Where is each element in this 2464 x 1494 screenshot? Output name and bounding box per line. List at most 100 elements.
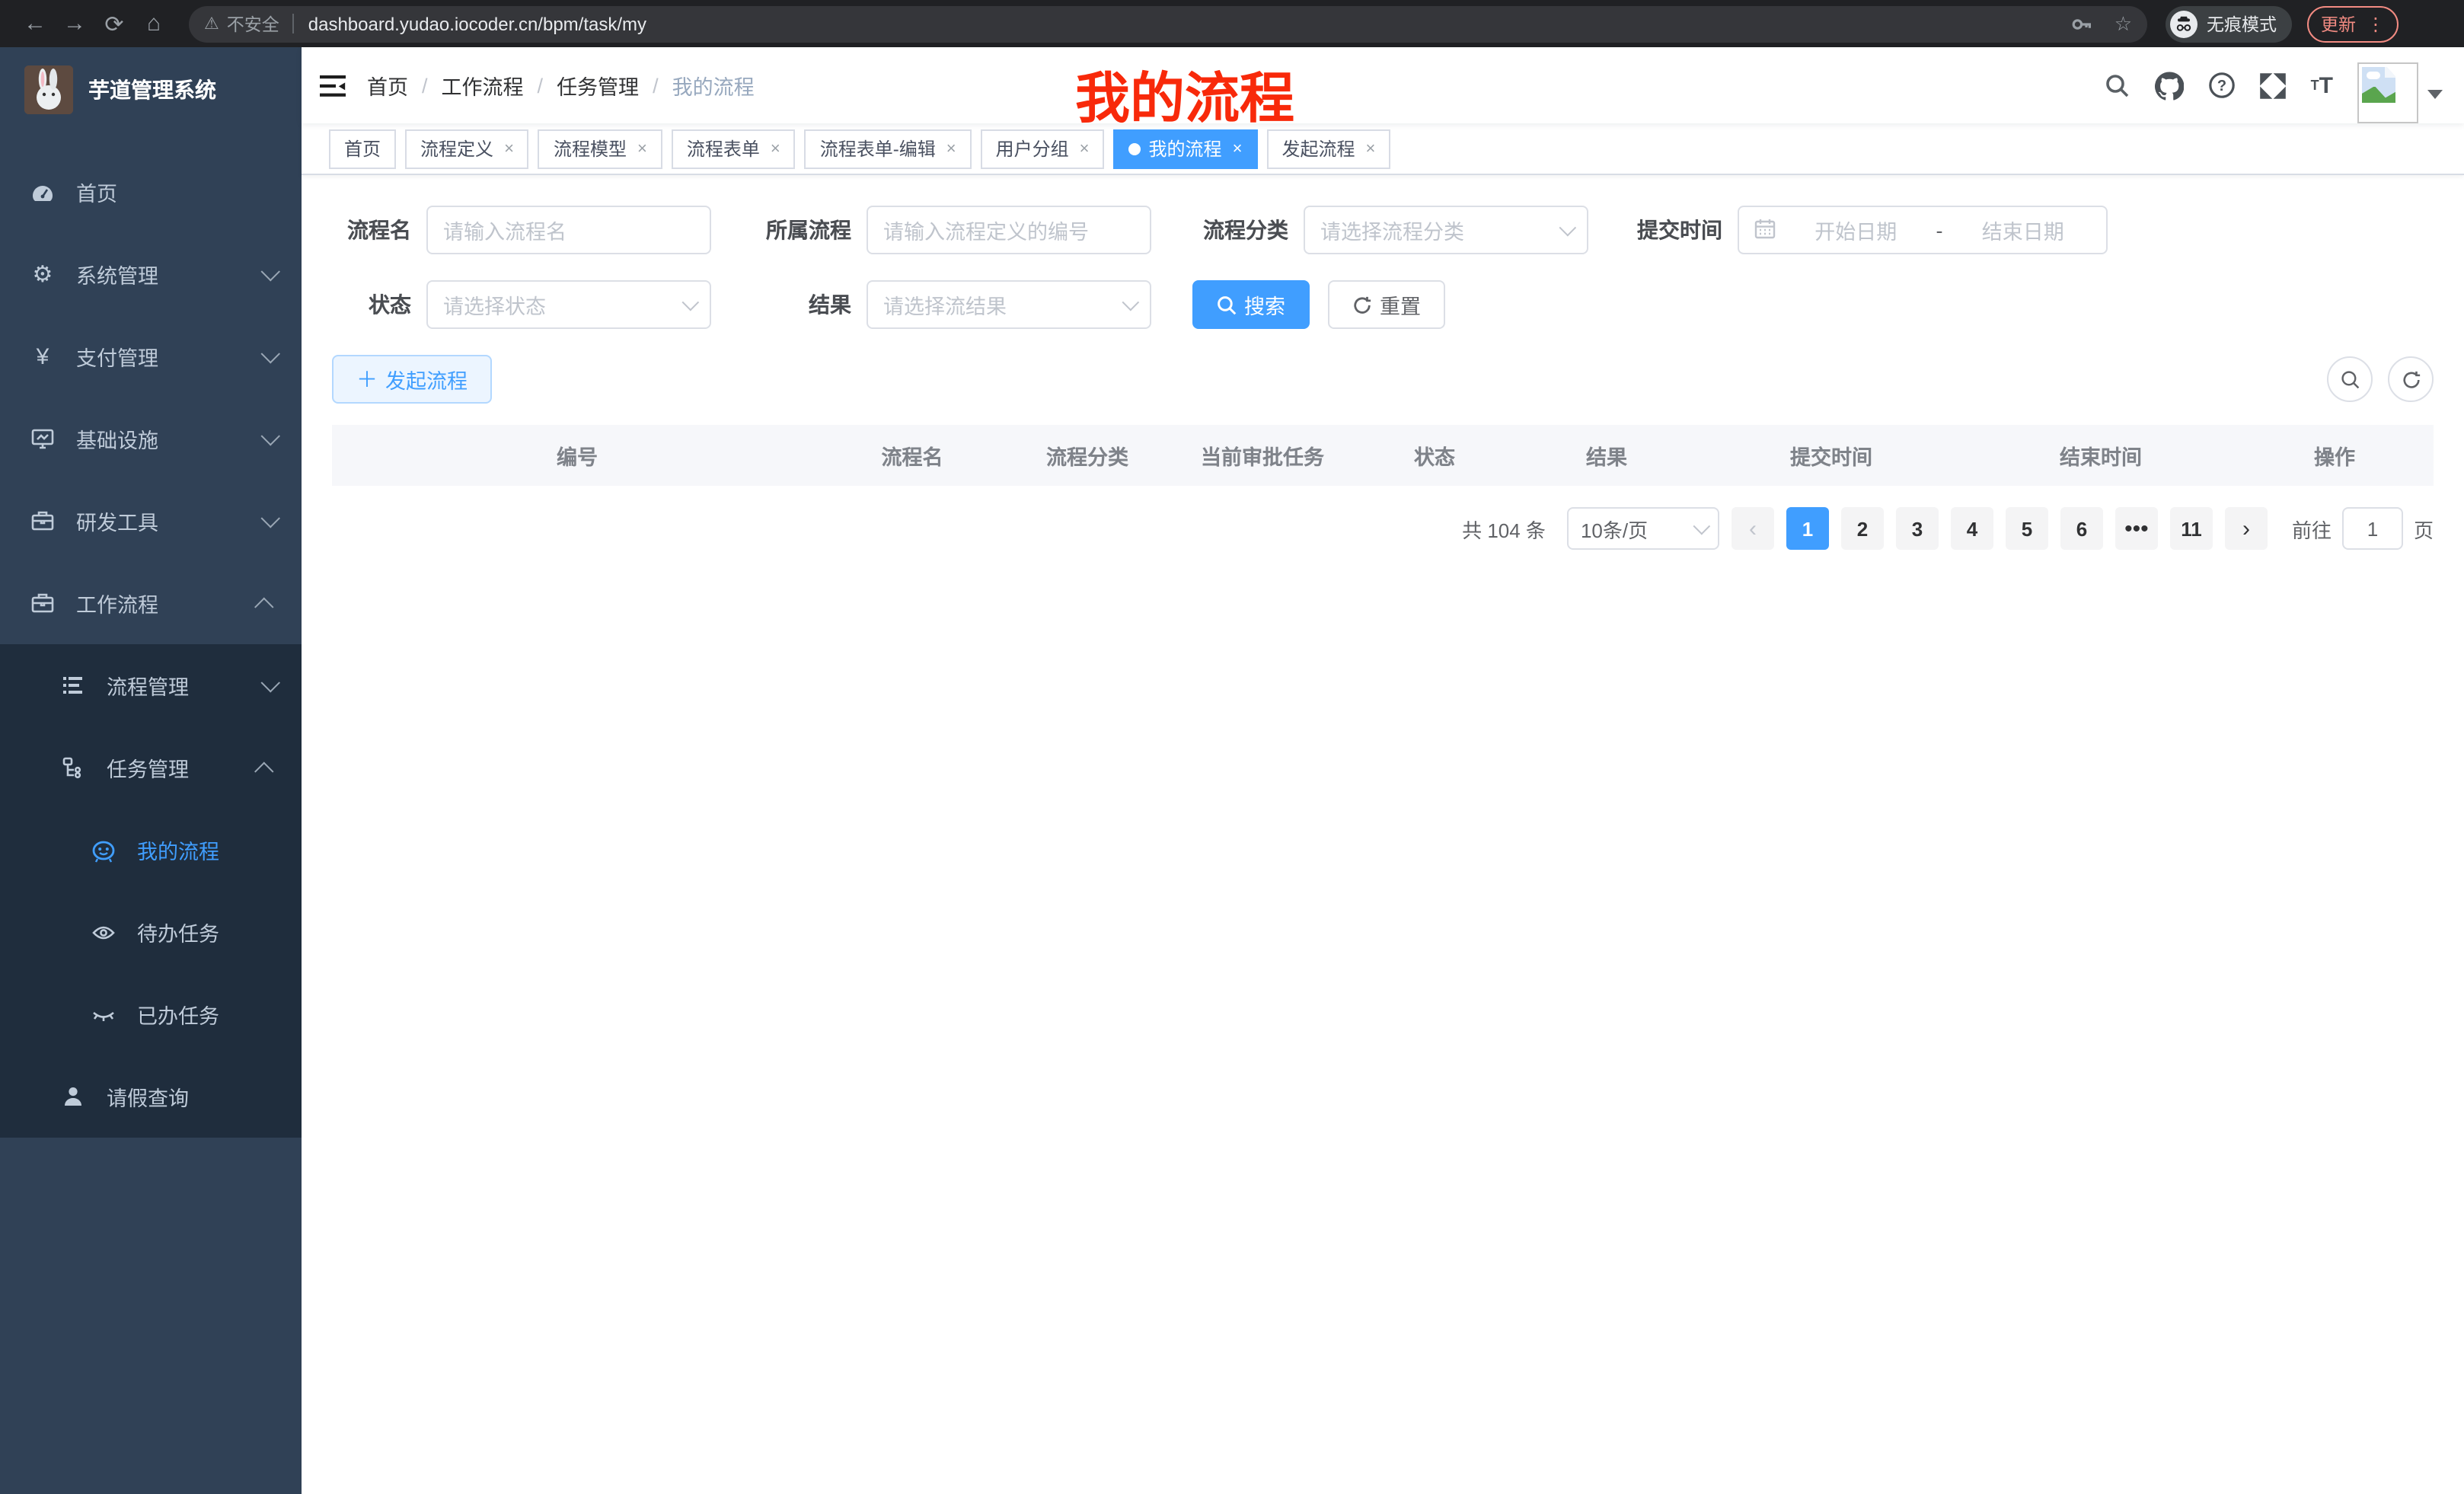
sidebar-fold-icon[interactable] — [320, 74, 346, 97]
page-button-11[interactable]: 11 — [2169, 507, 2213, 550]
tab-close-icon[interactable]: × — [946, 139, 956, 158]
page-button-6[interactable]: 6 — [2060, 507, 2103, 550]
tab-close-icon[interactable]: × — [1232, 139, 1243, 158]
tab-close-icon[interactable]: × — [637, 139, 647, 158]
status-select[interactable]: 请选择状态 — [426, 280, 711, 329]
sidebar-item-基础设施[interactable]: 基础设施 — [0, 397, 302, 480]
user-avatar[interactable] — [2357, 48, 2443, 123]
app-title: 芋道管理系统 — [88, 78, 216, 102]
tab-流程定义[interactable]: 流程定义 × — [405, 129, 529, 168]
briefcase-icon — [30, 591, 55, 615]
tab-label: 流程表单 — [686, 139, 760, 160]
tab-close-icon[interactable]: × — [1365, 139, 1376, 158]
tabs-bar: 首页 流程定义 × 流程模型 × 流程表单 × 流程表单-编辑 × 用户分组 × 我的流程 × 发起流程 × — [302, 123, 2464, 175]
tab-流程表单-编辑[interactable]: 流程表单-编辑 × — [804, 129, 972, 168]
prev-page-button[interactable]: ‹ — [1731, 507, 1774, 550]
reset-button[interactable]: 重置 — [1328, 280, 1445, 329]
filter-result-label: 结果 — [809, 292, 851, 317]
sidebar-item-已办任务[interactable]: 已办任务 — [0, 973, 302, 1055]
dashboard-icon — [30, 180, 55, 204]
breadcrumb-item[interactable]: 工作流程 — [441, 76, 524, 99]
chevron-up-icon — [254, 596, 274, 616]
home-icon[interactable]: ⌂ — [146, 11, 161, 37]
page-button-4[interactable]: 4 — [1950, 507, 1993, 550]
column-header-结束时间: 结束时间 — [1966, 425, 2236, 486]
page-button-1[interactable]: 1 — [1786, 507, 1829, 550]
page-button-3[interactable]: 3 — [1895, 507, 1939, 550]
tab-流程模型[interactable]: 流程模型 × — [538, 129, 662, 168]
page-unit-label: 页 — [2413, 519, 2434, 541]
breadcrumb-separator: / — [422, 74, 428, 97]
tab-用户分组[interactable]: 用户分组 × — [980, 129, 1105, 168]
chevron-down-icon — [1693, 517, 1711, 535]
fullscreen-icon[interactable] — [2260, 72, 2287, 98]
tab-label: 流程表单-编辑 — [819, 139, 936, 160]
tab-close-icon[interactable]: × — [1079, 139, 1090, 158]
goto-label: 前往 — [2291, 519, 2332, 541]
help-icon[interactable]: ? — [2209, 72, 2236, 99]
refresh-icon-button[interactable] — [2388, 356, 2434, 402]
browser-menu-icon[interactable]: ⋮ — [2367, 13, 2385, 34]
sidebar-item-请假查询[interactable]: 请假查询 — [0, 1055, 302, 1138]
goto-page-input[interactable] — [2341, 507, 2403, 550]
process-id-input[interactable]: 请输入流程定义的编号 — [867, 206, 1151, 254]
tab-我的流程[interactable]: 我的流程 × — [1113, 129, 1258, 168]
filter-form: 流程名 请输入流程名 所属流程 请输入流程定义的编号 流程分类 请选择流程分类 … — [332, 206, 2434, 329]
tab-close-icon[interactable]: × — [770, 139, 780, 158]
sidebar-item-label: 工作流程 — [76, 594, 158, 617]
chevron-down-icon — [260, 261, 280, 281]
tab-流程表单[interactable]: 流程表单 × — [671, 129, 796, 168]
column-header-当前审批任务: 当前审批任务 — [1173, 425, 1352, 486]
filter-name-label: 流程名 — [347, 218, 411, 242]
update-button[interactable]: 更新 ⋮ — [2307, 5, 2399, 42]
next-page-button[interactable]: › — [2224, 507, 2268, 550]
sidebar-item-系统管理[interactable]: ⚙ 系统管理 — [0, 233, 302, 315]
eye-off-icon — [91, 1002, 116, 1026]
forward-icon[interactable]: → — [63, 11, 86, 37]
sidebar-item-待办任务[interactable]: 待办任务 — [0, 891, 302, 973]
breadcrumb-item[interactable]: 任务管理 — [557, 76, 640, 99]
active-tab-dot — [1128, 142, 1141, 155]
category-select[interactable]: 请选择流程分类 — [1304, 206, 1588, 254]
app-logo-row[interactable]: 芋道管理系统 — [0, 47, 302, 132]
search-icon[interactable] — [2105, 72, 2131, 98]
sidebar-item-任务管理[interactable]: 任务管理 — [0, 726, 302, 809]
github-icon[interactable] — [2155, 71, 2185, 100]
sidebar-item-首页[interactable]: 首页 — [0, 151, 302, 233]
tab-发起流程[interactable]: 发起流程 × — [1266, 129, 1391, 168]
chevron-down-icon — [1122, 293, 1140, 311]
sidebar-item-支付管理[interactable]: ¥ 支付管理 — [0, 315, 302, 397]
sidebar-item-流程管理[interactable]: 流程管理 — [0, 644, 302, 726]
url-bar[interactable]: ⚠ 不安全 dashboard.yudao.iocoder.cn/bpm/tas… — [189, 5, 2147, 42]
sidebar-item-工作流程[interactable]: 工作流程 — [0, 562, 302, 644]
reload-icon[interactable]: ⟳ — [104, 11, 124, 37]
create-process-button[interactable]: ＋ 发起流程 — [332, 355, 492, 404]
sidebar-item-我的流程[interactable]: 我的流程 — [0, 809, 302, 891]
security-label: 不安全 — [226, 16, 279, 34]
result-select[interactable]: 请选择流结果 — [867, 280, 1151, 329]
back-icon[interactable]: ← — [24, 11, 46, 37]
process-name-input[interactable]: 请输入流程名 — [426, 206, 711, 254]
yen-icon: ¥ — [36, 343, 49, 369]
sidebar-item-label: 支付管理 — [76, 347, 158, 370]
breadcrumb-item[interactable]: 首页 — [367, 76, 408, 99]
tab-首页[interactable]: 首页 — [329, 129, 397, 168]
sidebar-item-研发工具[interactable]: 研发工具 — [0, 480, 302, 562]
page-button-2[interactable]: 2 — [1840, 507, 1884, 550]
search-button[interactable]: 搜索 — [1192, 280, 1310, 329]
key-icon[interactable] — [2072, 13, 2093, 34]
page-button-5[interactable]: 5 — [2005, 507, 2048, 550]
date-range-input[interactable]: 开始日期 - 结束日期 — [1738, 206, 2108, 254]
breadcrumb: 首页 / 工作流程 / 任务管理 / 我的流程 — [367, 70, 755, 101]
show-search-icon-button[interactable] — [2327, 356, 2373, 402]
pages-ellipsis[interactable]: ••• — [2115, 507, 2158, 550]
app-logo — [24, 65, 73, 114]
tab-close-icon[interactable]: × — [504, 139, 514, 158]
bookmark-star-icon[interactable]: ☆ — [2114, 11, 2132, 34]
annotation-overlay: 我的流程 — [1075, 67, 1295, 129]
page-size-select[interactable]: 10条/页 — [1566, 507, 1719, 550]
tab-label: 用户分组 — [995, 139, 1069, 160]
total-count: 共 104 条 — [1462, 519, 1546, 541]
